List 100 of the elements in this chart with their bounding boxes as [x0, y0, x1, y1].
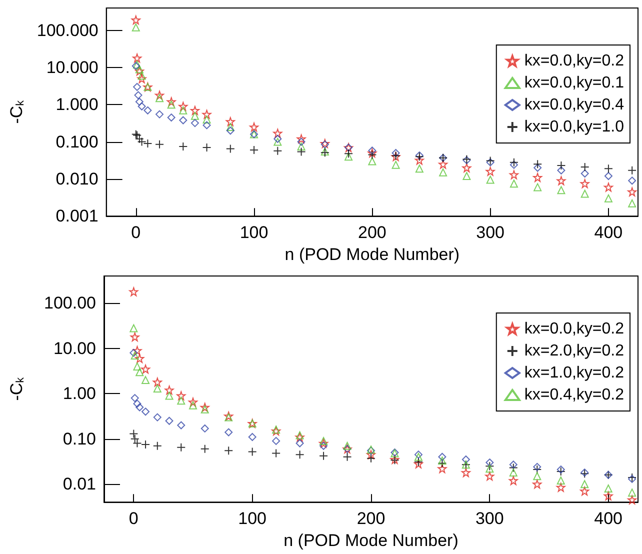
point	[438, 456, 446, 465]
point	[202, 143, 212, 152]
point	[153, 384, 162, 393]
y-tick-label: 1.00	[62, 384, 96, 404]
point	[190, 112, 199, 120]
point	[508, 463, 518, 472]
point	[136, 368, 144, 376]
point	[132, 346, 142, 356]
point	[462, 456, 470, 464]
point	[135, 65, 144, 74]
point	[557, 166, 566, 174]
point	[486, 464, 494, 473]
point	[438, 464, 447, 474]
y-tick-label: 0.100	[56, 132, 98, 152]
point	[137, 74, 146, 84]
point	[342, 452, 352, 462]
point	[155, 90, 164, 100]
point	[534, 183, 542, 192]
point	[133, 400, 142, 408]
point	[272, 448, 281, 458]
point	[628, 187, 637, 196]
point	[156, 110, 164, 118]
point	[486, 458, 494, 467]
point	[295, 450, 304, 460]
point	[366, 454, 376, 463]
point	[533, 172, 542, 182]
point	[604, 491, 613, 500]
point	[226, 123, 234, 132]
point	[509, 170, 518, 180]
point	[130, 324, 138, 332]
point	[486, 176, 494, 184]
point	[580, 190, 589, 198]
point	[297, 138, 306, 146]
point	[580, 170, 589, 178]
point	[224, 428, 233, 436]
point	[177, 421, 186, 430]
point	[274, 138, 282, 146]
point	[134, 66, 144, 76]
point	[509, 158, 518, 167]
point	[556, 476, 565, 485]
point	[628, 495, 637, 504]
x-tick-label: 100	[238, 509, 267, 528]
point	[248, 447, 257, 456]
point	[461, 468, 470, 478]
y-tick-label: 0.001	[56, 206, 98, 226]
point	[132, 23, 140, 32]
point	[343, 442, 352, 450]
legend-label: kx=0.0,ky=1.0	[524, 118, 624, 136]
point	[176, 442, 186, 452]
y-axis-title: -Ck	[7, 100, 26, 124]
point	[533, 462, 542, 471]
y-tick-label: 10.000	[46, 58, 98, 78]
x-tick-label: 300	[476, 223, 505, 242]
point	[532, 465, 542, 474]
point	[557, 186, 566, 194]
point	[319, 438, 328, 448]
point	[153, 413, 162, 422]
point	[533, 472, 542, 480]
point	[296, 147, 306, 156]
point	[485, 472, 494, 481]
point	[486, 166, 495, 176]
point	[438, 452, 446, 461]
point	[130, 332, 140, 342]
x-tick-label: 300	[475, 509, 504, 528]
point	[226, 117, 235, 126]
point	[508, 476, 518, 486]
x-tick-label: 400	[594, 509, 623, 528]
y-tick-label: 0.01	[62, 474, 96, 494]
point	[226, 126, 234, 135]
point	[510, 180, 518, 188]
point	[200, 424, 209, 432]
point	[165, 416, 174, 425]
point	[135, 354, 144, 363]
point	[296, 134, 306, 144]
point	[296, 439, 304, 448]
point	[604, 182, 613, 192]
point	[368, 146, 376, 155]
point	[164, 386, 174, 395]
point	[136, 403, 144, 412]
point	[273, 128, 282, 138]
point	[141, 440, 150, 450]
point	[628, 176, 636, 185]
point	[297, 142, 306, 150]
point	[462, 172, 471, 180]
x-tick-label: 200	[358, 223, 386, 242]
point	[141, 364, 150, 374]
point	[152, 441, 162, 450]
point	[533, 160, 542, 169]
point	[368, 150, 377, 160]
point	[556, 176, 566, 186]
point	[272, 436, 280, 445]
point	[439, 168, 448, 176]
point	[248, 433, 256, 442]
x-tick-label: 400	[594, 223, 623, 242]
point	[202, 121, 211, 130]
x-tick-label: 0	[128, 509, 138, 528]
point	[144, 106, 152, 114]
point	[200, 444, 210, 454]
point	[134, 91, 142, 100]
point	[415, 164, 424, 173]
